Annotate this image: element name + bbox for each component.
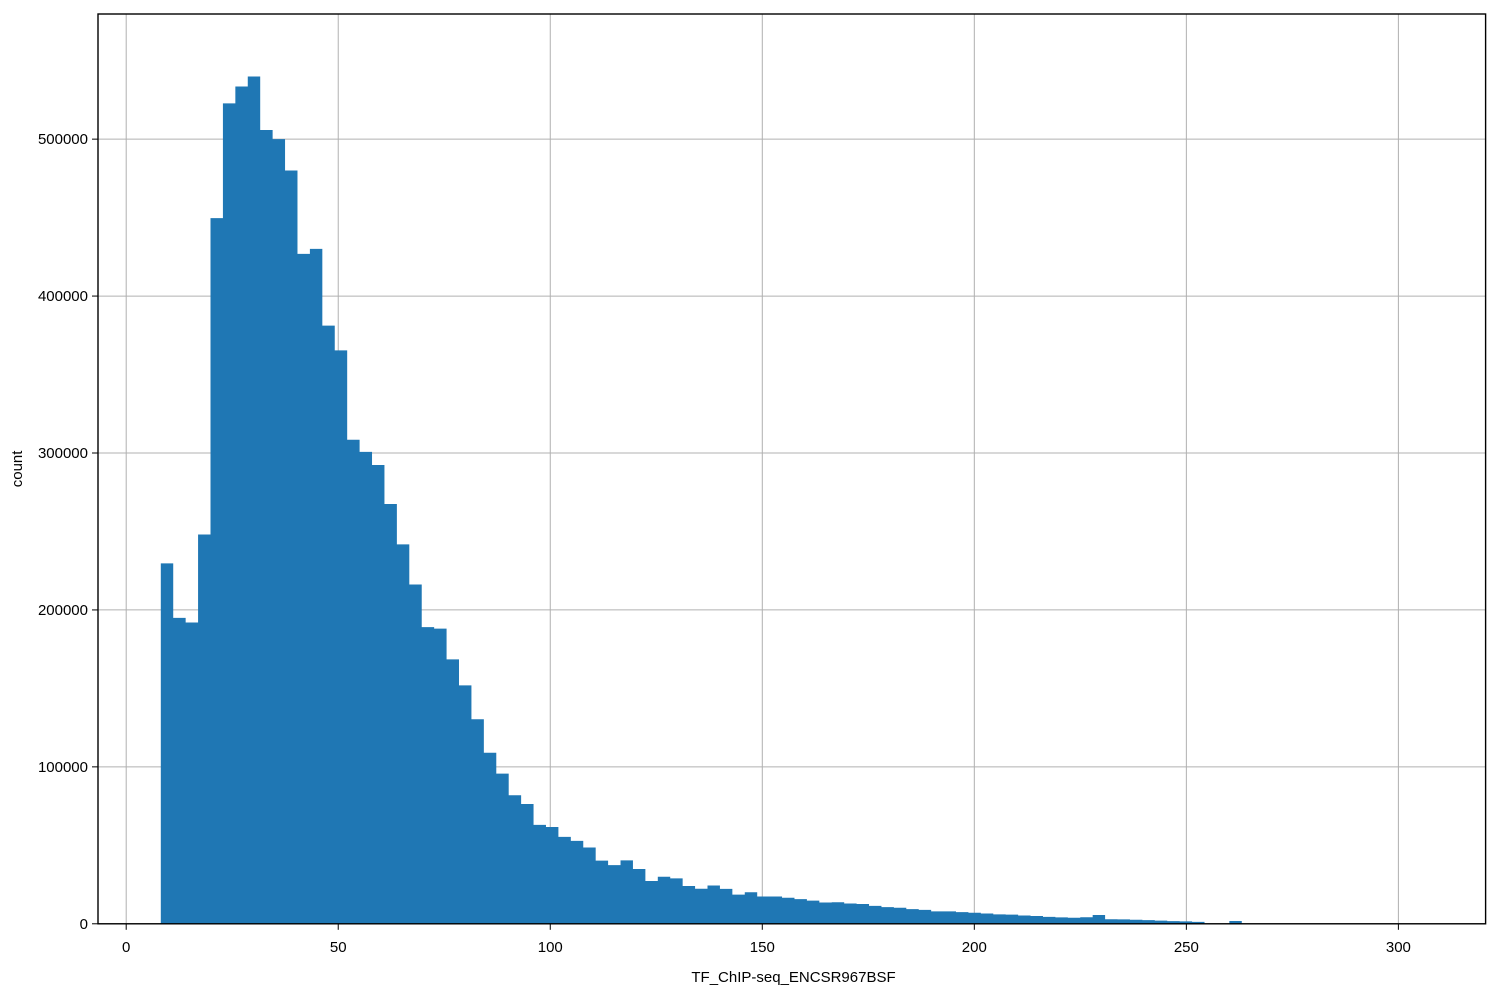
svg-text:TF_ChIP-seq_ENCSR967BSF: TF_ChIP-seq_ENCSR967BSF [691,969,895,986]
svg-text:100: 100 [538,939,563,956]
svg-text:200000: 200000 [38,602,88,619]
svg-text:100000: 100000 [38,759,88,776]
svg-text:200: 200 [962,939,987,956]
svg-text:50: 50 [330,939,347,956]
svg-text:0: 0 [122,939,130,956]
svg-text:300: 300 [1386,939,1411,956]
svg-text:0: 0 [80,916,88,933]
svg-text:250: 250 [1174,939,1199,956]
svg-text:300000: 300000 [38,445,88,462]
svg-text:400000: 400000 [38,288,88,305]
svg-text:150: 150 [750,939,775,956]
svg-text:500000: 500000 [38,131,88,148]
svg-text:count: count [9,450,26,488]
